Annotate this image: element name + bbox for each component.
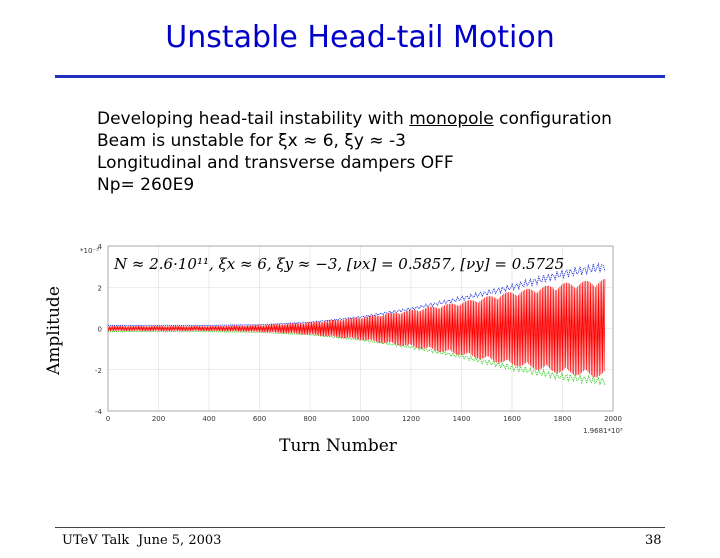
chart-series	[107, 262, 606, 386]
bullet-line-3: Longitudinal and transverse dampers OFF	[97, 153, 454, 173]
x-tick-label-8: 1600	[503, 415, 521, 423]
bullet-line-1-underlined: monopole	[409, 109, 494, 129]
x-tick-label-4: 800	[303, 415, 316, 423]
bullet-line-1-pre: Developing head-tail instability with	[97, 109, 410, 129]
x-tick-label-9: 1800	[554, 415, 572, 423]
y-tick-label-1: -2	[95, 367, 102, 375]
y-tick-label-3: 2	[98, 284, 102, 292]
series-upper-envelope	[107, 262, 606, 327]
y-tick-label-2: 0	[98, 326, 102, 334]
amplitude-chart: 0 200 400 600 800 1000 1200 1400 1600 1800 2000 -4 -…	[80, 243, 623, 435]
bullet-line-1-post: configuration	[493, 109, 612, 129]
x-tick-label-2: 400	[202, 415, 215, 423]
x-tick-label-5: 1000	[352, 415, 370, 423]
bullet-line-4: Np= 260E9	[97, 175, 195, 195]
footer-page-number: 38	[645, 533, 662, 548]
chart-title: N ≈ 2.6·10¹¹, ξx ≈ 6, ξy ≈ −3, [νx] = 0.…	[113, 255, 564, 273]
bullet-line-2: Beam is unstable for ξx ≈ 6, ξy ≈ -3	[97, 131, 406, 151]
x-axis-label: Turn Number	[279, 436, 397, 456]
x-tick-label-7: 1400	[453, 415, 471, 423]
footer-date: June 5, 2003	[138, 533, 222, 548]
chart-ticks: 0 200 400 600 800 1000 1200 1400 1600 1800 2000 -4 -…	[95, 243, 622, 423]
y-tick-label-4: 4	[98, 243, 103, 251]
slide-title: Unstable Head-tail Motion	[165, 20, 555, 55]
title-divider	[55, 75, 665, 78]
x-tick-label-10: 2000	[604, 415, 622, 423]
footer-talk: UTeV Talk	[62, 533, 130, 548]
footer-divider	[55, 527, 665, 528]
x-multiplier-label: 1.9681*10³	[583, 427, 623, 435]
y-multiplier-label: *10⁻³	[80, 247, 99, 255]
x-tick-label-3: 600	[253, 415, 266, 423]
y-axis-label: Amplitude	[44, 286, 64, 375]
plot-frame	[107, 245, 614, 412]
x-tick-label-0: 0	[106, 415, 110, 423]
x-tick-label-1: 200	[152, 415, 165, 423]
series-amplitude	[107, 278, 606, 378]
series-lower-envelope	[107, 330, 606, 386]
bullet-line-1: Developing head-tail instability with mo…	[97, 108, 612, 130]
x-tick-label-6: 1200	[402, 415, 420, 423]
bullet-list: Developing head-tail instability with mo…	[97, 108, 612, 196]
y-tick-label-0: -4	[95, 408, 103, 416]
